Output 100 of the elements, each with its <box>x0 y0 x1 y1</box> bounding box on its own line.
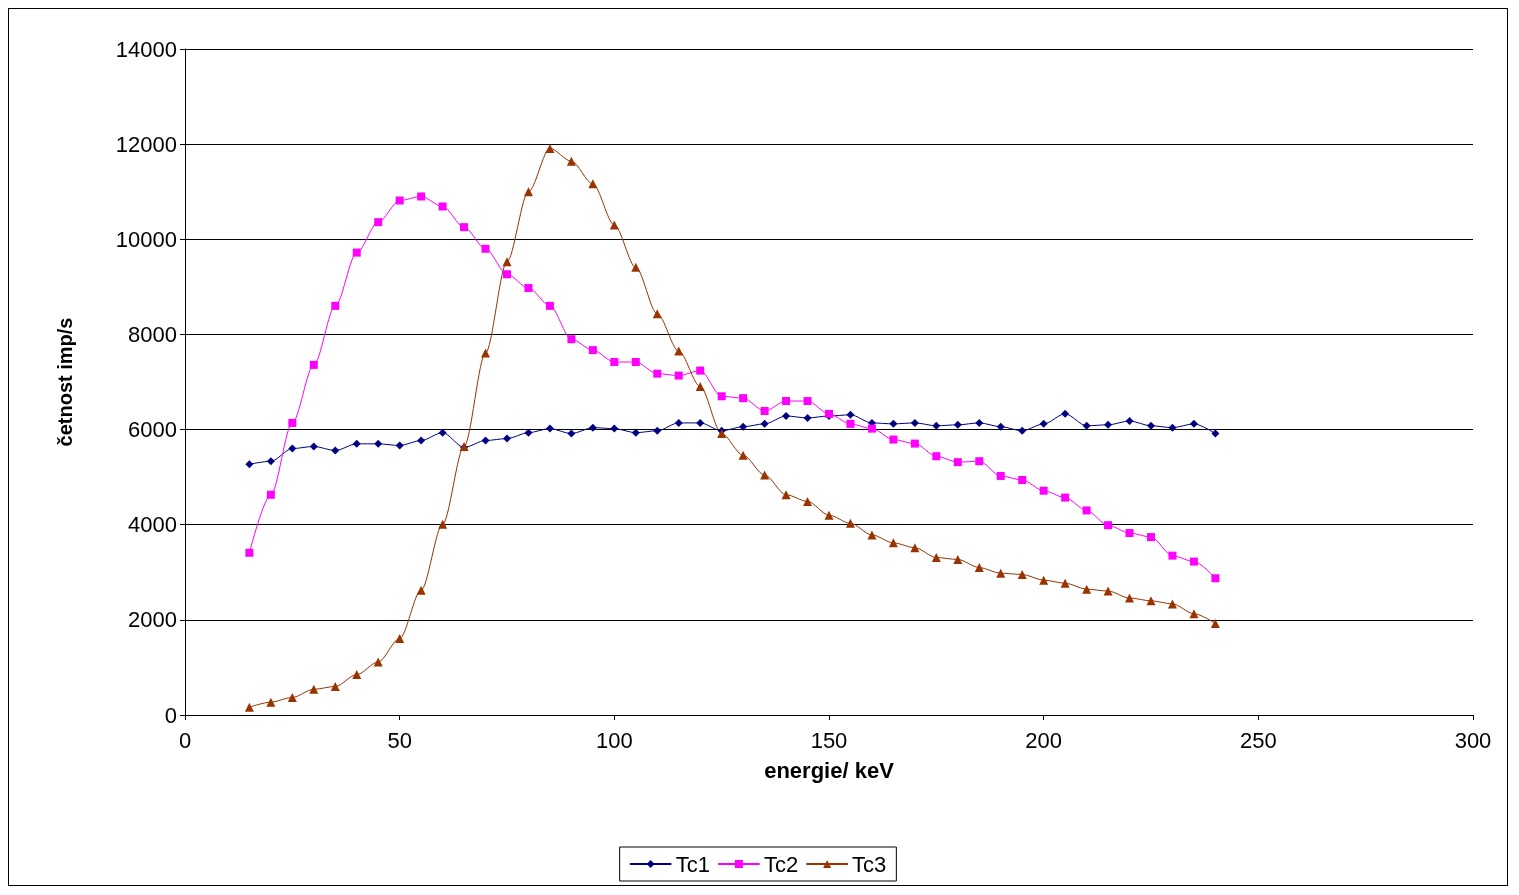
point <box>1039 486 1048 495</box>
x-tick-label: 300 <box>1454 727 1492 753</box>
point <box>974 563 984 573</box>
point <box>910 439 919 448</box>
point <box>1018 476 1027 484</box>
point <box>1017 569 1027 579</box>
point <box>889 419 898 428</box>
point <box>888 538 898 548</box>
point <box>1060 578 1070 588</box>
point <box>1211 429 1220 438</box>
point <box>330 681 340 691</box>
y-tick-label: 4000 <box>128 512 177 538</box>
point <box>331 446 340 455</box>
point <box>481 436 490 445</box>
point <box>395 196 404 205</box>
point <box>1146 596 1156 606</box>
point <box>309 360 318 369</box>
point <box>1018 426 1027 435</box>
point <box>1125 529 1134 538</box>
point <box>1189 609 1199 619</box>
point <box>889 435 898 444</box>
y-tick-label: 0 <box>164 702 177 728</box>
y-tick-label: 8000 <box>128 321 177 347</box>
point <box>739 394 748 403</box>
point <box>1168 423 1177 432</box>
point <box>460 223 469 232</box>
point <box>245 460 254 469</box>
point <box>374 218 383 227</box>
point <box>1104 521 1113 530</box>
point <box>932 421 941 430</box>
point <box>996 568 1006 578</box>
legend-label: Tc2 <box>763 851 799 877</box>
point <box>523 187 533 197</box>
point <box>438 519 448 529</box>
point <box>1103 586 1113 596</box>
y-tick-label: 14000 <box>115 36 177 62</box>
point <box>1147 533 1155 542</box>
point <box>244 702 254 712</box>
point <box>910 418 919 427</box>
point <box>481 244 490 253</box>
point <box>717 429 727 439</box>
point <box>975 457 984 466</box>
point <box>1061 409 1070 418</box>
point <box>674 346 684 356</box>
point <box>524 428 533 437</box>
point <box>631 428 640 437</box>
point <box>931 553 941 563</box>
point <box>975 418 984 427</box>
y-axis-title: četnost imp/s <box>54 317 76 447</box>
point <box>695 382 705 392</box>
point <box>417 436 426 445</box>
point <box>567 335 576 344</box>
point <box>438 202 447 211</box>
y-tick-label: 12000 <box>115 131 177 157</box>
point <box>846 419 855 428</box>
point <box>288 444 297 453</box>
point <box>1168 551 1177 560</box>
point <box>760 419 769 428</box>
point <box>696 366 705 375</box>
point <box>674 371 683 380</box>
point <box>953 420 962 429</box>
point <box>1189 419 1198 428</box>
point <box>1167 599 1177 609</box>
point <box>674 418 683 427</box>
point <box>610 358 619 367</box>
point <box>1189 557 1198 566</box>
point <box>566 156 576 166</box>
point <box>417 192 426 201</box>
point <box>1082 421 1091 430</box>
point <box>824 510 834 520</box>
point <box>1211 574 1220 583</box>
point <box>803 496 813 506</box>
point <box>932 452 941 461</box>
point <box>803 413 812 422</box>
y-tick-label: 6000 <box>128 417 177 443</box>
y-tick-label: 2000 <box>128 607 177 633</box>
point <box>567 429 576 438</box>
point <box>782 412 791 421</box>
x-axis-title: energie/ keV <box>764 757 895 783</box>
point <box>631 262 641 272</box>
point <box>438 428 447 437</box>
point <box>845 518 855 528</box>
point <box>266 697 276 707</box>
point <box>717 392 726 401</box>
point <box>287 692 297 702</box>
point <box>631 358 640 367</box>
point <box>331 301 340 310</box>
point <box>1082 506 1091 515</box>
point <box>503 434 511 443</box>
point <box>760 407 769 416</box>
point <box>374 439 383 448</box>
point <box>545 301 554 310</box>
legend-label: Tc3 <box>852 851 887 877</box>
point <box>867 424 876 433</box>
point <box>803 397 812 406</box>
point <box>588 346 597 355</box>
point <box>288 418 297 427</box>
point <box>1210 618 1220 628</box>
point <box>1082 584 1092 594</box>
point <box>696 418 705 427</box>
